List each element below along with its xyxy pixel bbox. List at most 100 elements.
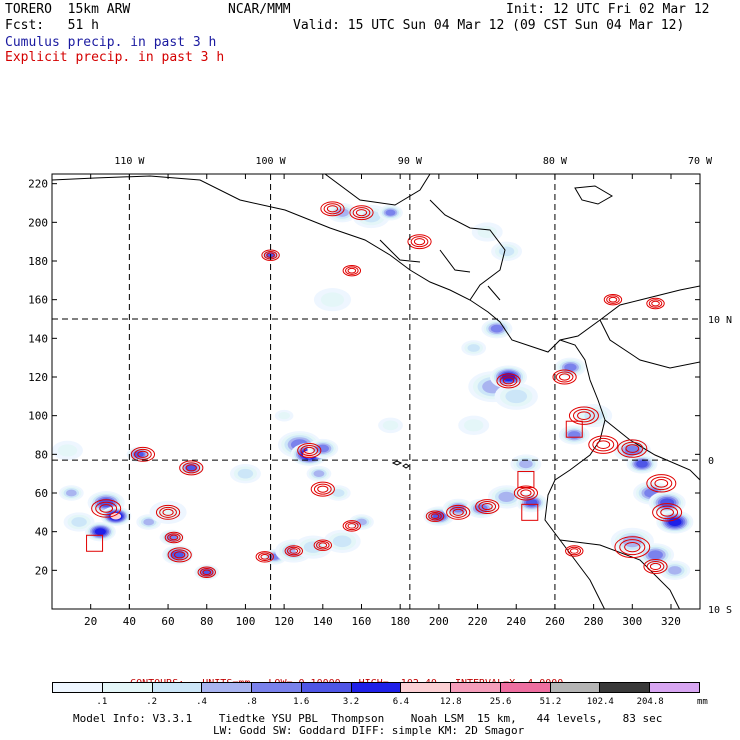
border-sa-interior bbox=[559, 319, 700, 609]
init-time: Init: 12 UTC Fri 02 Mar 12 bbox=[506, 2, 710, 17]
explicit-contour-4 bbox=[169, 534, 179, 541]
y-tick-label-6: 140 bbox=[28, 332, 48, 345]
explicit-contour-1 bbox=[130, 446, 156, 462]
explicit-contour-15 bbox=[481, 502, 493, 511]
explicit-contour-4 bbox=[167, 533, 181, 542]
x-tick-label-3: 80 bbox=[200, 615, 213, 628]
explicit-contour-10 bbox=[297, 443, 322, 458]
x-tick-label-8: 180 bbox=[390, 615, 410, 628]
explicit-contour-10 bbox=[300, 444, 319, 456]
explicit-contour-3 bbox=[162, 508, 174, 516]
explicit-contour-24 bbox=[619, 539, 646, 556]
explicit-contour-24 bbox=[614, 536, 651, 559]
explicit-contour-22 bbox=[654, 479, 669, 488]
precip-cell-30 bbox=[519, 459, 533, 469]
explicit-contour-8 bbox=[289, 548, 299, 554]
explicit-contour-9 bbox=[313, 539, 333, 551]
explicit-contour-27 bbox=[349, 205, 374, 221]
precip-cell-45 bbox=[648, 550, 663, 560]
explicit-contour-3 bbox=[155, 504, 181, 520]
colorbar-label-7: 12.8 bbox=[439, 697, 462, 707]
explicit-contour-21 bbox=[621, 441, 644, 456]
explicit-contour-5 bbox=[170, 549, 189, 561]
colorbar-label-1: .2 bbox=[146, 697, 158, 707]
source-label: NCAR/MMM bbox=[228, 2, 291, 17]
explicit-contour-31 bbox=[347, 267, 357, 274]
y-tick-label-5: 120 bbox=[28, 371, 48, 384]
explicit-contour-12 bbox=[347, 523, 357, 529]
colorbar-swatch-10 bbox=[550, 683, 601, 692]
precip-cell-51 bbox=[498, 246, 515, 257]
longitude-label-3: 80 W bbox=[543, 156, 568, 167]
latitude-label-1: 0 bbox=[708, 456, 714, 467]
precip-cell-10 bbox=[166, 534, 177, 541]
colorbar-swatch-6 bbox=[351, 683, 402, 692]
precip-cell-7 bbox=[143, 518, 155, 526]
explicit-contour-33 bbox=[606, 295, 620, 304]
explicit-contour-18 bbox=[552, 369, 577, 385]
explicit-contour-15 bbox=[475, 499, 500, 514]
explicit-legend-text: Explicit precip. in past 3 h bbox=[5, 50, 225, 65]
explicit-contour-11 bbox=[317, 485, 329, 493]
explicit-contour-26 bbox=[569, 548, 579, 554]
plot-frame bbox=[51, 173, 701, 610]
explicit-contour-23 bbox=[660, 508, 674, 517]
precip-cell-42 bbox=[660, 498, 675, 508]
explicit-contour-9 bbox=[316, 540, 330, 550]
precip-cell-40 bbox=[636, 460, 648, 468]
explicit-contour-14 bbox=[449, 506, 468, 518]
precip-cell-16 bbox=[303, 541, 323, 553]
x-tick-label-5: 120 bbox=[274, 615, 294, 628]
explicit-contour-31 bbox=[345, 266, 359, 275]
precip-cell-17 bbox=[332, 535, 352, 548]
colorbar-label-6: 6.4 bbox=[392, 697, 410, 707]
precip-cell-21 bbox=[316, 444, 329, 453]
explicit-contour-28 bbox=[326, 205, 339, 213]
precip-cell-22 bbox=[313, 470, 325, 478]
explicit-contour-5 bbox=[167, 547, 192, 563]
x-tick-label-10: 220 bbox=[468, 615, 488, 628]
explicit-contour-29 bbox=[407, 234, 432, 250]
precip-cell-13 bbox=[237, 468, 254, 479]
explicit-contour-29 bbox=[413, 238, 426, 246]
explicit-contour-11 bbox=[313, 483, 332, 495]
colorbar-label-5: 3.2 bbox=[342, 697, 360, 707]
y-tick-label-8: 180 bbox=[28, 255, 48, 268]
longitude-label-2: 90 W bbox=[398, 156, 423, 167]
explicit-contour-19 bbox=[572, 408, 595, 423]
y-tick-label-9: 200 bbox=[28, 216, 48, 229]
colorbar-swatch-1 bbox=[102, 683, 153, 692]
model-title: TORERO 15km ARW bbox=[5, 2, 131, 17]
explicit-contour-6 bbox=[199, 568, 214, 577]
explicit-contour-12 bbox=[342, 520, 362, 532]
forecast-hour: Fcst: 51 h bbox=[5, 18, 99, 33]
precip-cell-32 bbox=[501, 372, 516, 382]
explicit-contour-22 bbox=[650, 476, 673, 491]
explicit-contour-8 bbox=[284, 545, 303, 557]
precip-cell-38 bbox=[584, 409, 603, 422]
precip-chart: 20 40 60 80 100 120 140 160 180 200 220 240 260 280 30… bbox=[28, 156, 732, 628]
explicit-contour-13 bbox=[430, 513, 440, 519]
precip-cell-44 bbox=[622, 535, 642, 548]
explicit-contour-22 bbox=[646, 474, 677, 493]
station-marker-box-3 bbox=[565, 420, 583, 438]
x-tick-label-13: 280 bbox=[584, 615, 604, 628]
precip-cell-39 bbox=[624, 445, 640, 456]
explicit-contour-19 bbox=[568, 406, 599, 425]
explicit-contour-25 bbox=[643, 559, 668, 574]
precip-cell-46 bbox=[668, 566, 682, 575]
explicit-contour-2 bbox=[179, 460, 204, 476]
explicit-contour-19 bbox=[577, 411, 591, 420]
coastline-mexico bbox=[52, 175, 700, 353]
colorbar-swatch-11 bbox=[600, 683, 651, 692]
explicit-contour-12 bbox=[345, 521, 359, 531]
precip-cell-0 bbox=[57, 444, 78, 457]
colorbar-label-2: .4 bbox=[196, 697, 207, 707]
colorbar-swatch-12 bbox=[650, 683, 699, 692]
x-tick-label-0: 20 bbox=[84, 615, 97, 628]
precip-cell-34 bbox=[464, 419, 484, 432]
explicit-contour-17 bbox=[496, 373, 521, 389]
explicit-contour-32 bbox=[651, 300, 660, 307]
explicit-contour-17 bbox=[502, 377, 515, 385]
explicit-contour-21 bbox=[625, 444, 640, 453]
